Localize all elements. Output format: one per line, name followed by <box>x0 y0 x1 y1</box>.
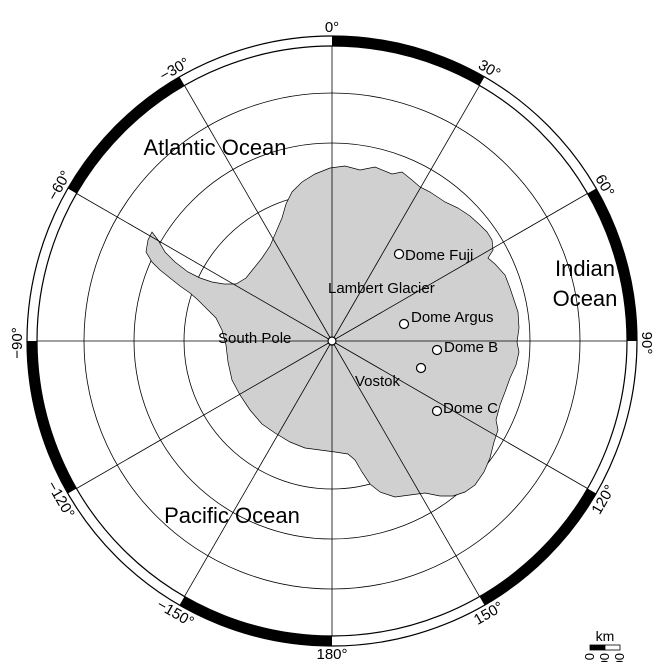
longitude-label-lon-120e: 120° <box>588 482 618 517</box>
ocean-labels: Atlantic Ocean Indian Ocean Pacific Ocean <box>143 135 617 528</box>
frame-black-arcs <box>27 36 637 646</box>
place-label-dome-argus: Dome Argus <box>411 309 494 326</box>
longitude-label-lon-90w: −90° <box>9 327 26 358</box>
frame-arc-240 <box>27 340 77 494</box>
scale-bar-segment-1 <box>589 644 606 651</box>
scale-bar-segment-2 <box>604 644 621 651</box>
meridian-240 <box>76 340 333 489</box>
place-label-south-pole: South Pole <box>218 330 291 347</box>
longitude-label-lon-150e: 150° <box>471 598 506 628</box>
meridian-120 <box>331 340 588 489</box>
frame-arc-120 <box>479 488 597 606</box>
frame-arc-60 <box>587 188 637 342</box>
ocean-label-atlantic-0: Atlantic Ocean <box>143 135 286 160</box>
ocean-label-indian-1: Ocean <box>553 286 618 311</box>
longitude-label-lon-0: 0° <box>325 19 339 36</box>
ocean-label-pacific-0: Pacific Ocean <box>164 503 300 528</box>
meridian-300 <box>76 193 333 342</box>
place-label-dome-fuji: Dome Fuji <box>405 247 473 264</box>
place-label-dome-b: Dome B <box>444 339 498 356</box>
antarctica-landmass <box>145 165 520 498</box>
frame-arc-300 <box>67 76 185 194</box>
longitude-label-lon-90e: 90° <box>638 332 655 355</box>
place-marker-dome-c <box>431 405 443 417</box>
place-marker-dome-argus <box>398 318 410 330</box>
scale-unit-label: km <box>596 628 615 644</box>
scale-bar: km 0200400 <box>582 628 627 662</box>
place-marker-south-pole <box>327 336 337 346</box>
meridian-60 <box>331 193 588 342</box>
meridian-210 <box>184 340 333 597</box>
frame-arc-180 <box>179 596 333 646</box>
place-label-vostok: Vostok <box>355 373 401 390</box>
meridian-150 <box>331 340 480 597</box>
meridian-30 <box>331 85 480 342</box>
place-marker-dome-fuji <box>393 248 405 260</box>
scale-tick-0: 0 <box>582 653 597 660</box>
place-label-lambert-glacier: Lambert Glacier <box>328 280 435 297</box>
scale-tick-2: 400 <box>612 653 627 662</box>
place-marker-dome-b <box>431 344 443 356</box>
meridian-330 <box>184 85 333 342</box>
place-label-dome-c: Dome C <box>443 400 498 417</box>
scale-tick-1: 200 <box>597 653 612 662</box>
longitude-label-lon-180: 180° <box>316 646 347 662</box>
frame-arc-0 <box>331 36 485 86</box>
ocean-label-indian-0: Indian <box>555 256 615 281</box>
place-markers: South Pole Dome Fuji Lambert Glacier Dome A… <box>218 247 498 417</box>
meridian-lines <box>37 46 627 636</box>
place-marker-vostok <box>415 362 427 374</box>
